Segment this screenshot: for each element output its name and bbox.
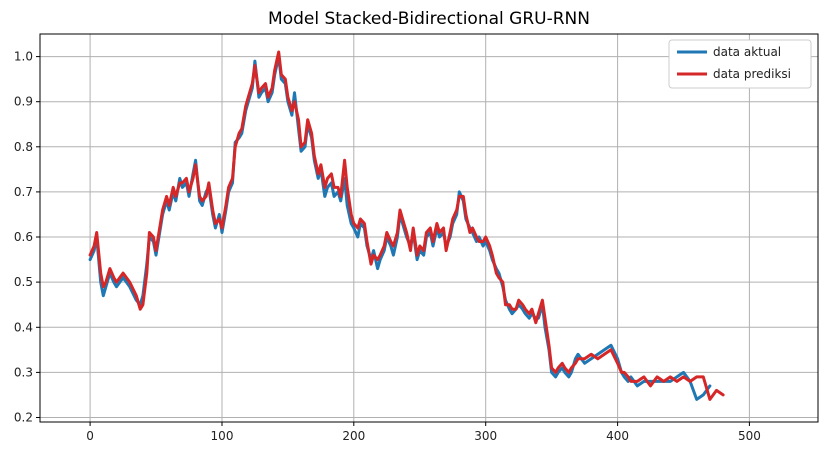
legend-label-data-prediksi: data prediksi: [713, 67, 791, 81]
series-line-data-prediksi: [88, 50, 725, 401]
x-tick-label: 400: [606, 429, 629, 443]
x-tick-label: 500: [738, 429, 761, 443]
series-layer: [88, 50, 725, 401]
grid: [40, 34, 818, 422]
y-tick-label: 0.6: [14, 230, 33, 244]
x-tick-label: 0: [86, 429, 94, 443]
chart-title: Model Stacked-Bidirectional GRU-RNN: [268, 9, 590, 29]
y-tick-label: 0.3: [14, 365, 33, 379]
y-tick-label: 0.7: [14, 185, 33, 199]
x-axis: 0 100 200 300 400 500: [86, 422, 761, 443]
y-tick-label: 0.4: [14, 320, 33, 334]
y-tick-label: 1.0: [14, 50, 33, 64]
x-tick-label: 100: [211, 429, 234, 443]
y-tick-label: 0.5: [14, 275, 33, 289]
x-tick-label: 200: [342, 429, 365, 443]
y-tick-label: 0.9: [14, 95, 33, 109]
y-axis: 0.2 0.3 0.4 0.5 0.6 0.7 0.8 0.9 1.0: [14, 50, 40, 425]
x-tick-label: 300: [474, 429, 497, 443]
legend-label-data-aktual: data aktual: [713, 45, 781, 59]
y-tick-label: 0.8: [14, 140, 33, 154]
legend: data aktual data prediksi: [668, 39, 812, 89]
y-tick-label: 0.2: [14, 411, 33, 425]
plot-frame: [39, 33, 819, 423]
